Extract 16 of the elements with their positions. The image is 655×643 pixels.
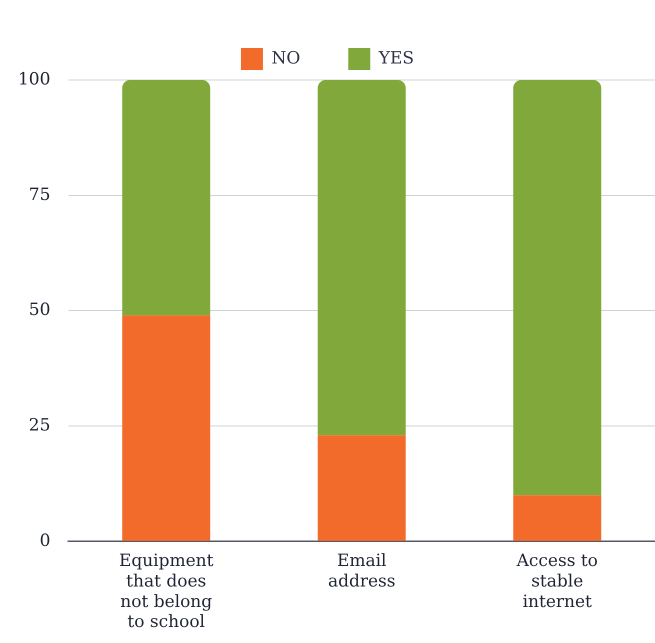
- x-tick-label: Access to stable internet: [516, 551, 598, 612]
- bar: [513, 495, 602, 541]
- y-tick-label: 50: [28, 300, 50, 320]
- bar: [513, 80, 602, 496]
- x-tick-label: Email address: [328, 551, 396, 592]
- y-tick-label: 25: [28, 415, 50, 436]
- legend-label: YES: [378, 48, 414, 68]
- bar: [122, 80, 210, 316]
- legend-label: NO: [271, 48, 300, 68]
- y-tick-label: 75: [28, 184, 50, 205]
- bar: [318, 435, 406, 541]
- bar: [318, 80, 406, 436]
- y-tick-label: 0: [40, 530, 50, 551]
- x-tick-label: Equipment that does not belong to school: [118, 551, 214, 632]
- bar: [122, 315, 210, 541]
- y-tick-label: 100: [18, 69, 50, 90]
